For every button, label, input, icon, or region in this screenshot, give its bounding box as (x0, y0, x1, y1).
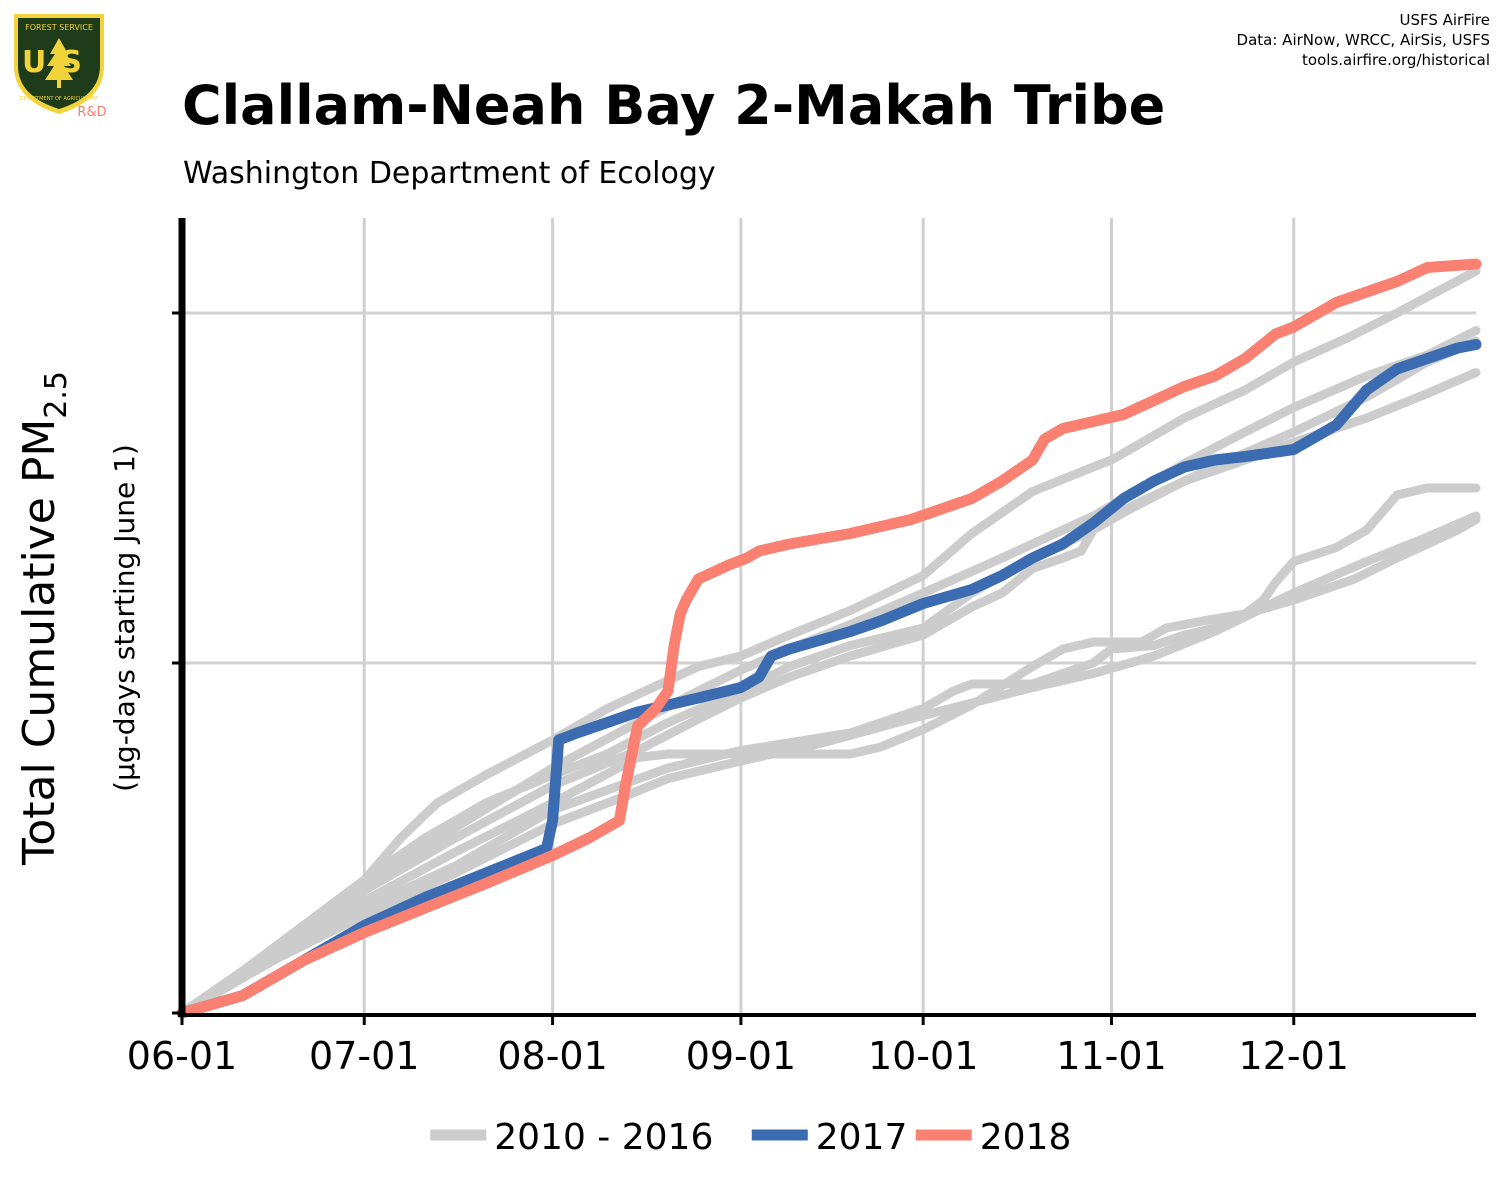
y-axis-label-subscript: 2.5 (39, 371, 74, 419)
y-axis-label: Total Cumulative PM2.5 (14, 371, 74, 866)
credit-line-1: USFS AirFire (1399, 11, 1490, 29)
axes: 06-01 07-01 08-01 09-01 10-01 11-01 12-01 (127, 218, 1476, 1078)
x-tick-label: 12-01 (1239, 1034, 1349, 1078)
logo-text-bottom: DEPARTMENT OF AGRICULTURE (20, 96, 98, 102)
x-tick-label: 07-01 (309, 1034, 419, 1078)
x-tick-label: 09-01 (686, 1034, 796, 1078)
chart-subtitle: Washington Department of Ecology (183, 156, 716, 191)
x-tick-label: 11-01 (1056, 1034, 1166, 1078)
credit-line-3: tools.airfire.org/historical (1302, 51, 1490, 69)
series-line-2010-2016 (177, 266, 1481, 1018)
usfs-logo: FOREST SERVICE US DEPARTMENT OF AGRICULT… (14, 14, 107, 120)
x-tick-label: 10-01 (868, 1034, 978, 1078)
series-layer (176, 258, 1482, 1019)
y-axis-label-group: Total Cumulative PM2.5 (µg-days starting… (14, 371, 141, 866)
chart-title: Clallam-Neah Bay 2-Makah Tribe (182, 74, 1166, 137)
series-line-2010-2016 (177, 326, 1481, 1018)
x-tick-label: 06-01 (127, 1034, 237, 1078)
legend-label: 2018 (980, 1117, 1072, 1158)
series-line-2018 (176, 258, 1482, 1019)
legend-label: 2017 (816, 1117, 908, 1158)
series-line-2010-2016 (177, 515, 1481, 1018)
x-tick-label: 08-01 (497, 1034, 607, 1078)
credit-line-2: Data: AirNow, WRCC, AirSis, USFS (1236, 31, 1490, 49)
series-line-2017 (176, 339, 1482, 1019)
series-line-2010-2016 (177, 483, 1481, 1018)
tree-icon (45, 38, 73, 88)
legend: 2010 - 2016 2017 2018 (430, 1117, 1071, 1158)
y-axis-note: (µg-days starting June 1) (108, 444, 141, 792)
grid (182, 218, 1476, 1013)
logo-text-top: FOREST SERVICE (25, 23, 93, 32)
credits: USFS AirFire Data: AirNow, WRCC, AirSis,… (1237, 10, 1490, 70)
logo-badge: R&D (77, 105, 106, 120)
legend-label: 2010 - 2016 (494, 1117, 713, 1158)
series-line-2010-2016 (177, 511, 1481, 1018)
y-axis-label-text: Total Cumulative PM (14, 419, 65, 866)
